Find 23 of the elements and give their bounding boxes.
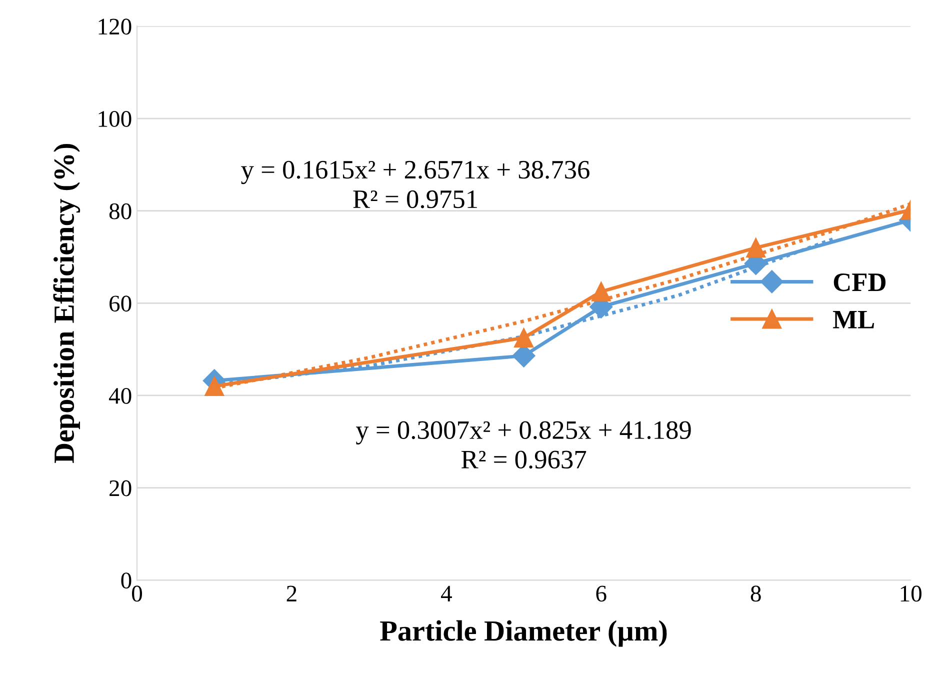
y-tick-label: 0	[121, 572, 132, 589]
y-tick-label: 120	[98, 18, 132, 35]
y-tick-label: 100	[98, 111, 132, 127]
legend-label: CFD	[834, 273, 886, 292]
x-tick-label: 10	[900, 586, 922, 602]
y-tick-label: 80	[109, 203, 132, 220]
x-tick-label: 6	[596, 586, 606, 602]
y-tick-label: 60	[110, 296, 132, 312]
y-tick-label: 20	[110, 480, 132, 496]
x-axis-title: Particle Diameter (µm)	[380, 620, 667, 647]
point	[514, 328, 534, 348]
y-tick-label: 40	[108, 388, 132, 404]
y-axis-title: Deposition Efficiency (%)	[53, 144, 80, 464]
x-tick-label: 0	[132, 586, 142, 602]
x-tick-label: 8	[750, 586, 761, 602]
annotation: y = 0.3007x² + 0.825x + 41.189 R² = 0.9637	[356, 421, 691, 469]
legend-label: ML	[833, 310, 874, 328]
annotation: y = 0.1615x² + 2.6571x + 38.736 R² = 0.9751	[241, 160, 590, 208]
point	[591, 282, 611, 302]
x-tick-label: 4	[440, 586, 452, 602]
point	[204, 376, 224, 396]
point	[746, 238, 766, 258]
x-tick-label: 2	[286, 586, 296, 602]
